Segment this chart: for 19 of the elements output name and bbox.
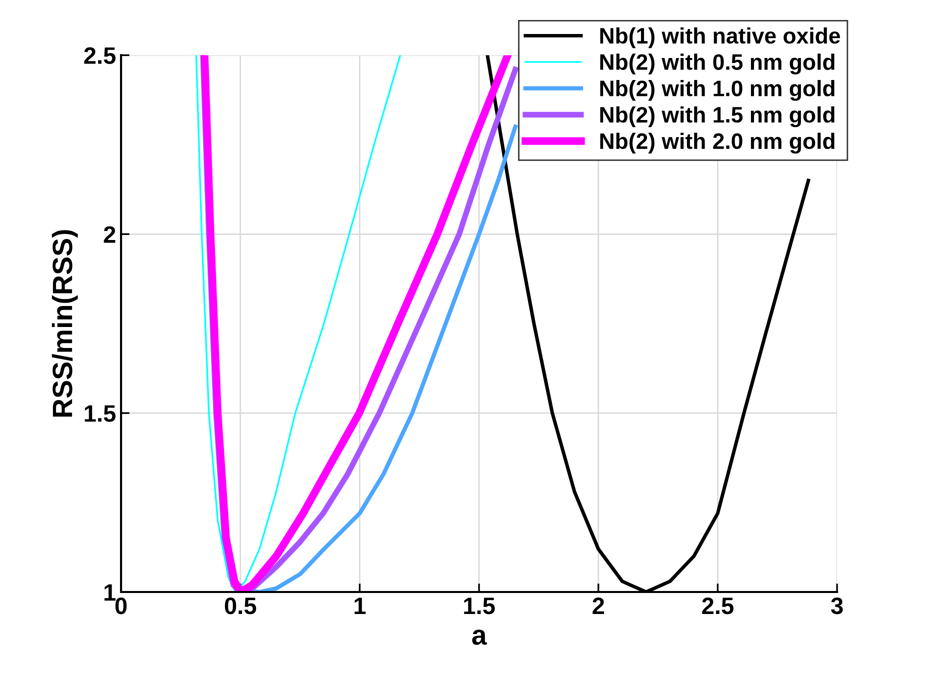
y-tick-label: 2.5	[84, 47, 116, 64]
x-tick-label: 0	[115, 598, 127, 614]
x-tick-label: 3	[831, 598, 843, 614]
x-axis-title: a	[472, 630, 487, 645]
legend-label: Nb(1) with native oxide	[600, 27, 840, 48]
x-tick-label: 2	[592, 598, 604, 614]
y-tick-label: 2	[104, 226, 116, 243]
y-tick-label: 1	[104, 584, 116, 601]
legend-label: Nb(2) with 2.0 nm gold	[600, 132, 834, 154]
legend-label: Nb(2) with 1.0 nm gold	[600, 80, 834, 101]
line-series	[195, 55, 402, 592]
x-tick-label: 2.5	[702, 598, 734, 614]
y-axis-title: RSS/min(RSS)	[52, 230, 78, 417]
x-tick-label: 1	[354, 598, 366, 614]
legend-label: Nb(2) with 0.5 nm gold	[600, 54, 834, 74]
y-tick-label: 1.5	[84, 405, 116, 422]
x-tick-label: 1.5	[464, 598, 495, 614]
x-tick-label: 0.5	[224, 598, 256, 614]
legend-label: Nb(2) with 1.5 nm gold	[600, 106, 834, 128]
